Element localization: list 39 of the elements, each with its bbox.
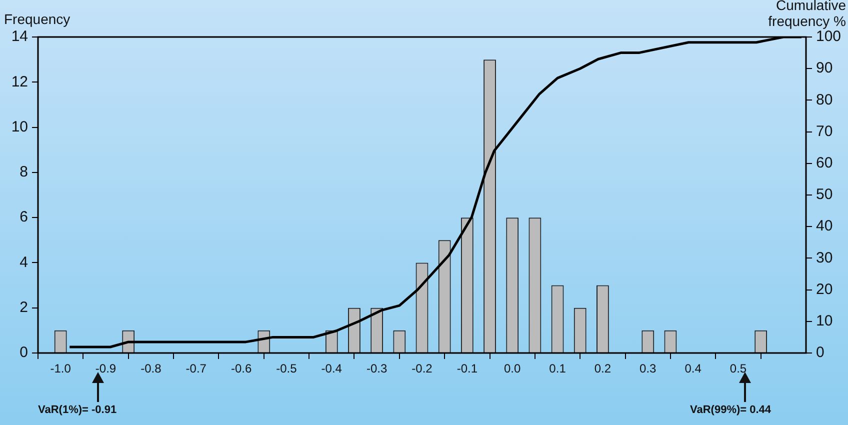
x-tick-label: 0.3: [640, 362, 657, 376]
x-tick-label: -0.2: [412, 362, 433, 376]
x-tick-label: -1.0: [50, 362, 72, 376]
x-tick-label: -0.9: [95, 362, 116, 376]
y-tick-label: 0: [20, 344, 28, 362]
text: VaR(1%)= -0.91: [38, 404, 117, 416]
y2-tick-label: 90: [816, 60, 833, 77]
x-tick-label: -0.8: [140, 362, 162, 376]
y-tick-label: 4: [20, 254, 28, 271]
x-tick-label: 0.1: [549, 362, 566, 376]
y-tick-label: 14: [11, 28, 28, 46]
x-tick-label: -0.6: [230, 362, 252, 376]
y2-tick-label: 20: [816, 280, 833, 298]
y2-tick-label: 80: [816, 91, 833, 108]
x-tick-label: 0.0: [504, 362, 522, 376]
y2-axis-title: Cumulative frequency %: [767, 0, 846, 29]
y-tick-label: 12: [11, 73, 28, 90]
x-tick-label: -0.4: [321, 362, 342, 376]
y-axis-title: Frequency: [4, 11, 70, 27]
y-tick-label: 10: [11, 118, 28, 136]
y-tick-label: 8: [20, 164, 28, 181]
y-tick-label: 6: [20, 208, 28, 226]
x-tick-label: -0.5: [276, 362, 298, 376]
y2-tick-label: 70: [816, 122, 833, 140]
y2-tick-label: 30: [816, 249, 833, 266]
y2-tick-label: 50: [816, 186, 833, 204]
y2-tick-label: 0: [816, 344, 824, 362]
y2-tick-label: 100: [816, 28, 842, 46]
text: VaR(99%)= 0.44: [690, 404, 772, 416]
x-tick-label: 0.4: [684, 362, 702, 376]
y-tick-label: 2: [20, 299, 28, 316]
x-tick-label: -0.1: [456, 362, 478, 376]
x-tick-label: -0.3: [366, 362, 388, 376]
x-tick-label: 0.2: [594, 362, 612, 376]
y2-tick-label: 40: [816, 218, 833, 235]
y2-tick-label: 60: [816, 154, 833, 172]
x-tick-label: 0.5: [730, 362, 747, 376]
x-tick-label: -0.7: [186, 362, 207, 376]
y2-tick-label: 10: [816, 312, 833, 330]
